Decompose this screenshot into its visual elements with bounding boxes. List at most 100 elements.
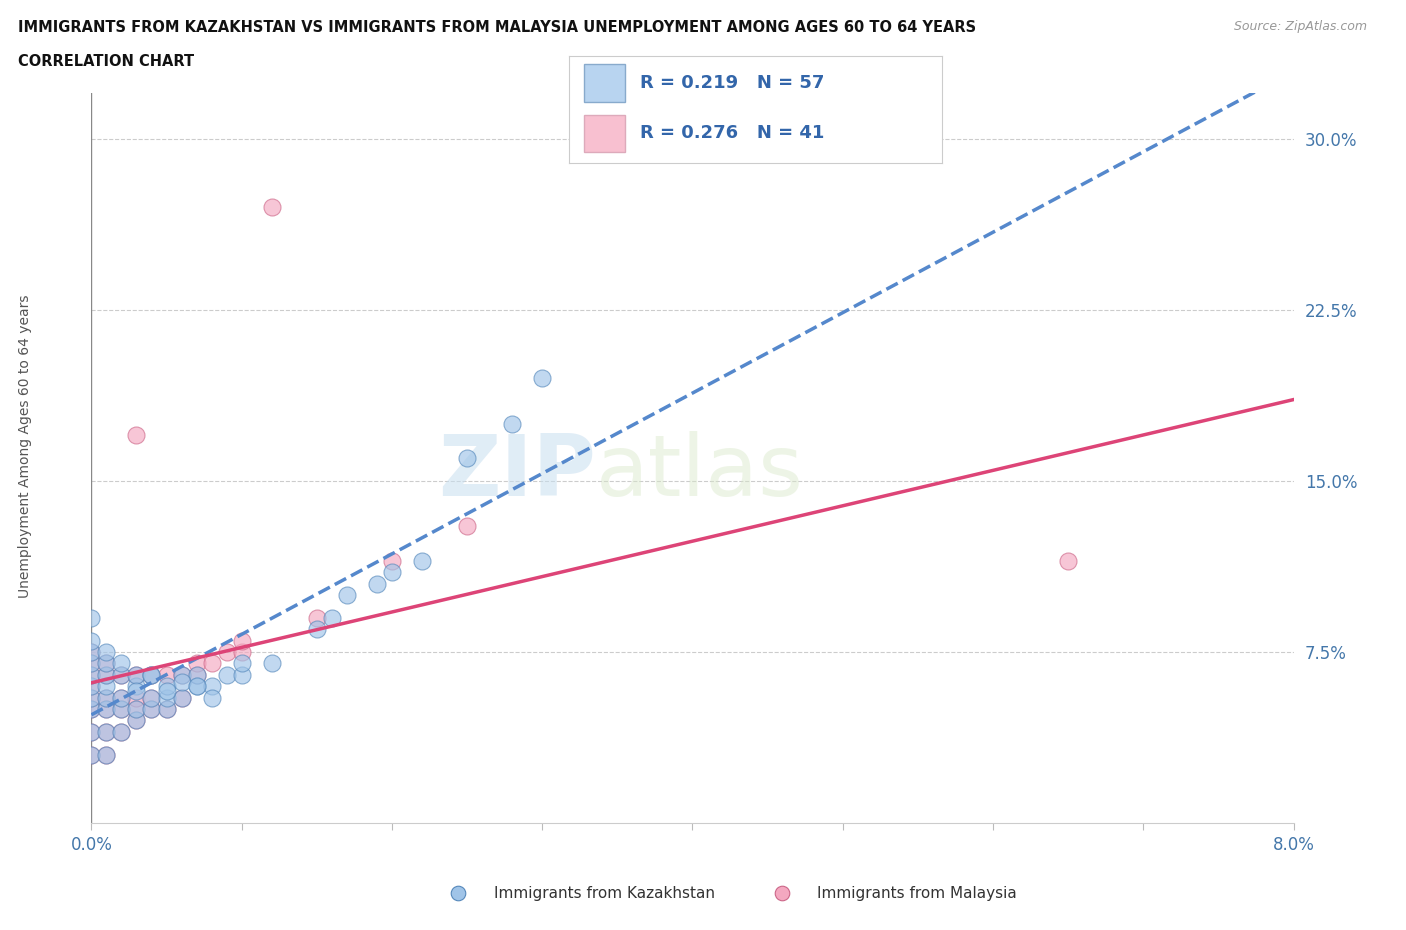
Point: [201, 656, 224, 671]
Point: [186, 668, 208, 683]
Point: [305, 621, 328, 636]
Text: R = 0.219   N = 57: R = 0.219 N = 57: [640, 74, 824, 92]
Point: [80, 679, 103, 694]
Point: [80, 701, 103, 716]
Point: [125, 701, 148, 716]
Point: [531, 371, 554, 386]
Text: Unemployment Among Ages 60 to 64 years: Unemployment Among Ages 60 to 64 years: [18, 295, 32, 598]
Point: [125, 701, 148, 716]
Point: [381, 553, 404, 568]
Point: [141, 690, 163, 705]
Point: [231, 633, 253, 648]
Point: [110, 690, 132, 705]
Point: [96, 656, 118, 671]
Point: [770, 885, 793, 900]
Point: [110, 690, 132, 705]
Point: [96, 724, 118, 739]
Point: [366, 576, 388, 591]
Point: [155, 690, 177, 705]
Point: [80, 668, 103, 683]
Point: [80, 724, 103, 739]
Point: [80, 656, 103, 671]
Point: [155, 701, 177, 716]
Point: [155, 701, 177, 716]
Point: [96, 668, 118, 683]
Point: [125, 679, 148, 694]
Text: Source: ZipAtlas.com: Source: ZipAtlas.com: [1233, 20, 1367, 33]
Point: [321, 610, 343, 625]
Point: [125, 713, 148, 728]
Point: [110, 668, 132, 683]
Point: [186, 679, 208, 694]
Point: [110, 701, 132, 716]
Text: CORRELATION CHART: CORRELATION CHART: [18, 54, 194, 69]
Point: [96, 668, 118, 683]
Text: R = 0.276   N = 41: R = 0.276 N = 41: [640, 125, 824, 142]
Point: [260, 200, 283, 215]
Point: [125, 690, 148, 705]
Point: [80, 610, 103, 625]
Point: [80, 701, 103, 716]
Point: [1057, 553, 1080, 568]
Text: IMMIGRANTS FROM KAZAKHSTAN VS IMMIGRANTS FROM MALAYSIA UNEMPLOYMENT AMONG AGES 6: IMMIGRANTS FROM KAZAKHSTAN VS IMMIGRANTS…: [18, 20, 976, 35]
Point: [96, 747, 118, 762]
Point: [80, 644, 103, 659]
Point: [96, 679, 118, 694]
Point: [336, 588, 359, 603]
Point: [305, 610, 328, 625]
Point: [201, 690, 224, 705]
Point: [155, 668, 177, 683]
Point: [80, 668, 103, 683]
Point: [186, 668, 208, 683]
Point: [141, 668, 163, 683]
Point: [170, 674, 193, 689]
Point: [96, 724, 118, 739]
Point: [125, 668, 148, 683]
Point: [170, 668, 193, 683]
Point: [456, 451, 478, 466]
Point: [215, 644, 238, 659]
Text: ZIP: ZIP: [439, 432, 596, 514]
Point: [80, 747, 103, 762]
Point: [231, 656, 253, 671]
Point: [170, 690, 193, 705]
Point: [96, 690, 118, 705]
Point: [186, 656, 208, 671]
Point: [141, 690, 163, 705]
Point: [155, 684, 177, 698]
Point: [501, 417, 523, 432]
Point: [80, 724, 103, 739]
Point: [96, 701, 118, 716]
Point: [80, 679, 103, 694]
Point: [96, 644, 118, 659]
Text: Immigrants from Kazakhstan: Immigrants from Kazakhstan: [494, 885, 714, 901]
Point: [141, 668, 163, 683]
Point: [411, 553, 433, 568]
Point: [170, 690, 193, 705]
Point: [186, 679, 208, 694]
Point: [260, 656, 283, 671]
Point: [80, 644, 103, 659]
Point: [215, 668, 238, 683]
Point: [125, 713, 148, 728]
Point: [447, 885, 470, 900]
Point: [155, 679, 177, 694]
Point: [141, 701, 163, 716]
Point: [231, 644, 253, 659]
Point: [110, 656, 132, 671]
Point: [456, 519, 478, 534]
Point: [80, 656, 103, 671]
Point: [125, 428, 148, 443]
Point: [80, 690, 103, 705]
Text: atlas: atlas: [596, 432, 804, 514]
Point: [80, 690, 103, 705]
Text: Immigrants from Malaysia: Immigrants from Malaysia: [817, 885, 1017, 901]
Point: [141, 701, 163, 716]
Point: [96, 747, 118, 762]
Point: [231, 668, 253, 683]
Bar: [585, 64, 626, 101]
Point: [96, 690, 118, 705]
Point: [110, 668, 132, 683]
Point: [141, 668, 163, 683]
Point: [96, 701, 118, 716]
